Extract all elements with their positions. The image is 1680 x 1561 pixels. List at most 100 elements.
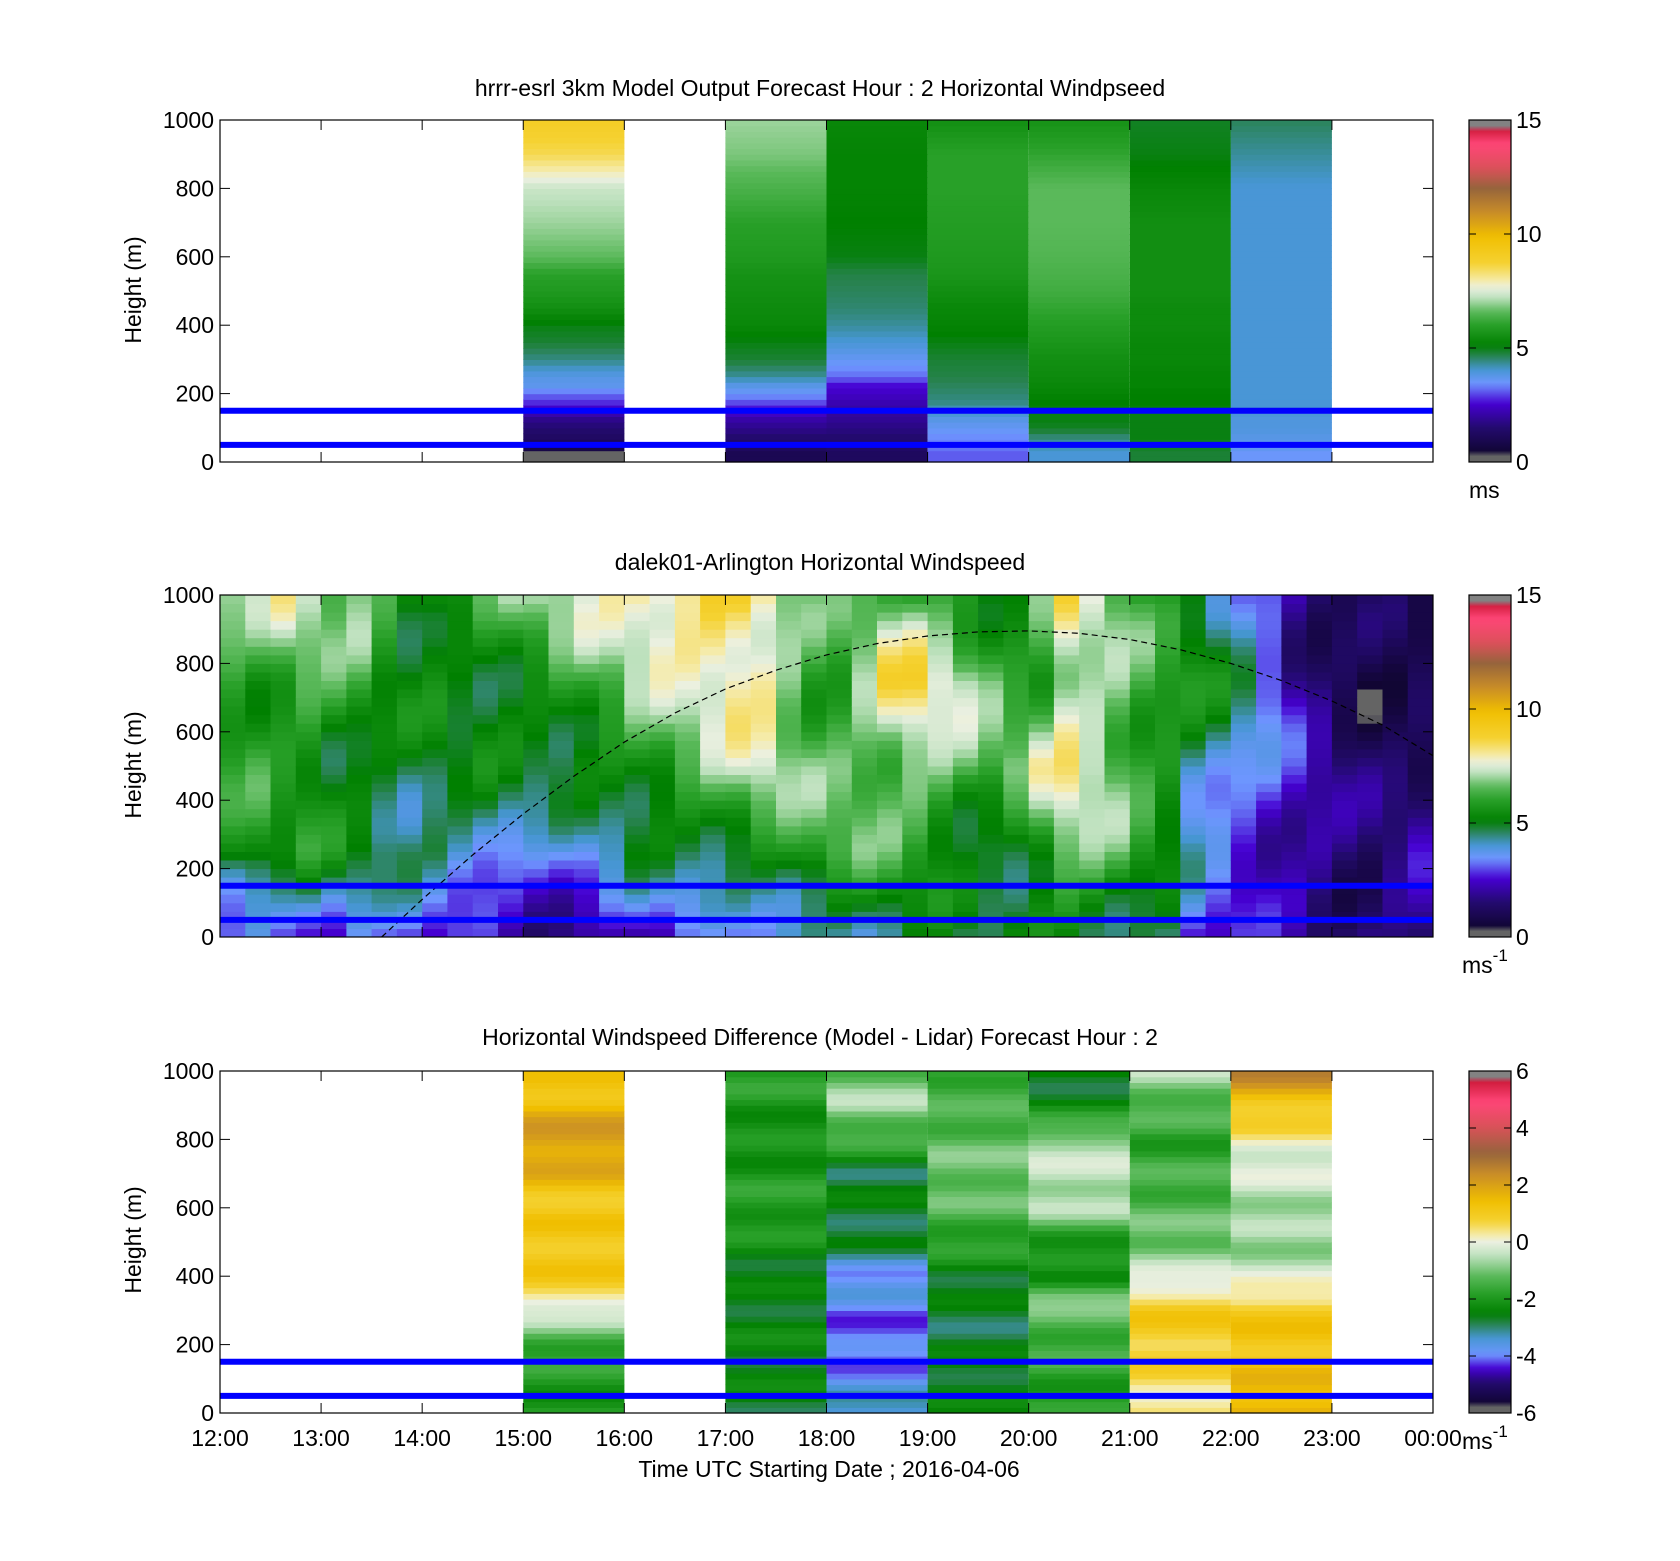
heatmap-cell [1053,817,1080,827]
heatmap-cell [220,817,246,827]
heatmap-cell [523,387,625,395]
heatmap-cell [927,919,954,929]
heatmap-cell [1230,376,1332,383]
heatmap-cell [1230,131,1332,138]
colorbar-units-superscript: -1 [1493,1422,1508,1441]
heatmap-cell [750,714,777,724]
heatmap-cell [548,834,575,844]
heatmap-cell [725,387,827,395]
heatmap-cell [472,877,499,887]
heatmap-cell [700,654,726,664]
heatmap-cell [1129,766,1156,775]
heatmap-cell [674,834,701,844]
heatmap-cell [1382,637,1409,647]
heatmap-cell [396,748,423,758]
heatmap-cell [1205,637,1232,647]
heatmap-cell [952,680,979,690]
heatmap-cell [1407,714,1434,724]
heatmap-cell [1281,808,1308,818]
heatmap-cell [952,697,979,707]
heatmap-cell [599,885,625,895]
heatmap-cell [422,689,448,699]
heatmap-cell [295,808,322,818]
heatmap-cell [498,774,524,784]
heatmap-cell [523,1407,625,1414]
heatmap-cell [1357,723,1383,733]
heatmap-cell [1104,894,1131,904]
heatmap-cell [1357,620,1383,630]
heatmap-cell [927,1378,1029,1386]
heatmap-cell [1079,885,1105,895]
heatmap-cell [1129,427,1231,435]
heatmap-cell [1028,595,1055,604]
heatmap-cell [1256,877,1282,887]
heatmap-cell [1180,603,1207,613]
heatmap-cell [321,843,347,852]
heatmap-cell [1028,672,1055,681]
heatmap-cell [1230,251,1332,258]
heatmap-cell [1028,1082,1130,1089]
heatmap-cell [826,1293,928,1300]
heatmap-cell [826,216,928,224]
heatmap-cell [826,791,853,801]
heatmap-cell [523,1116,625,1123]
heatmap-cell [523,1133,625,1140]
heatmap-cell [826,860,853,870]
heatmap-cell [1382,723,1409,733]
heatmap-cell [927,637,954,647]
heatmap-cell [548,885,575,895]
heatmap-cell [472,766,499,775]
heatmap-cell [725,1145,827,1152]
heatmap-cell [1306,791,1333,801]
heatmap-cell [599,800,625,810]
heatmap-cell [371,902,398,912]
heatmap-cell [472,868,499,878]
heatmap-cell [472,697,499,707]
heatmap-cell [927,251,1029,258]
heatmap-cell [978,800,1004,810]
heatmap-cell [750,825,777,835]
heatmap-cell [877,843,903,852]
y-axis-label: Height (m) [120,236,146,343]
heatmap-cell [1180,791,1207,801]
heatmap-cell [700,603,726,613]
heatmap-cell [1180,851,1207,861]
heatmap-cell [220,851,246,861]
heatmap-cell [725,766,752,775]
heatmap-cell [826,1082,928,1089]
heatmap-cell [927,877,954,887]
heatmap-cell [245,706,272,716]
heatmap-cell [826,376,928,383]
heatmap-cell [826,1299,928,1306]
y-tick-label: 600 [176,244,214,270]
heatmap-cell [776,919,802,929]
heatmap-cell [472,689,499,699]
heatmap-cell [1382,740,1409,750]
heatmap-cell [371,646,398,656]
heatmap-cell [220,843,246,852]
heatmap-cell [725,353,827,360]
heatmap-cell [1407,766,1434,775]
heatmap-cell [877,697,903,707]
heatmap-cell [927,646,954,656]
heatmap-cell [826,256,928,264]
heatmap-cell [826,1321,928,1329]
heatmap-cell [1382,791,1409,801]
heatmap-cell [902,800,929,810]
heatmap-cell [1180,808,1207,818]
heatmap-cell [1053,808,1080,818]
heatmap-cell [700,808,726,818]
heatmap-cell [1028,817,1055,827]
heatmap-cell [826,1179,928,1186]
heatmap-cell [1281,654,1308,664]
heatmap-cell [624,748,651,758]
heatmap-cell [725,1082,827,1089]
heatmap-cell [1407,783,1434,793]
y-tick-label: 800 [176,175,214,201]
heatmap-cell [1230,1264,1332,1272]
heatmap-cell [927,256,1029,264]
heatmap-cell [1003,654,1030,664]
heatmap-cell [422,595,448,604]
heatmap-cell [396,783,423,793]
